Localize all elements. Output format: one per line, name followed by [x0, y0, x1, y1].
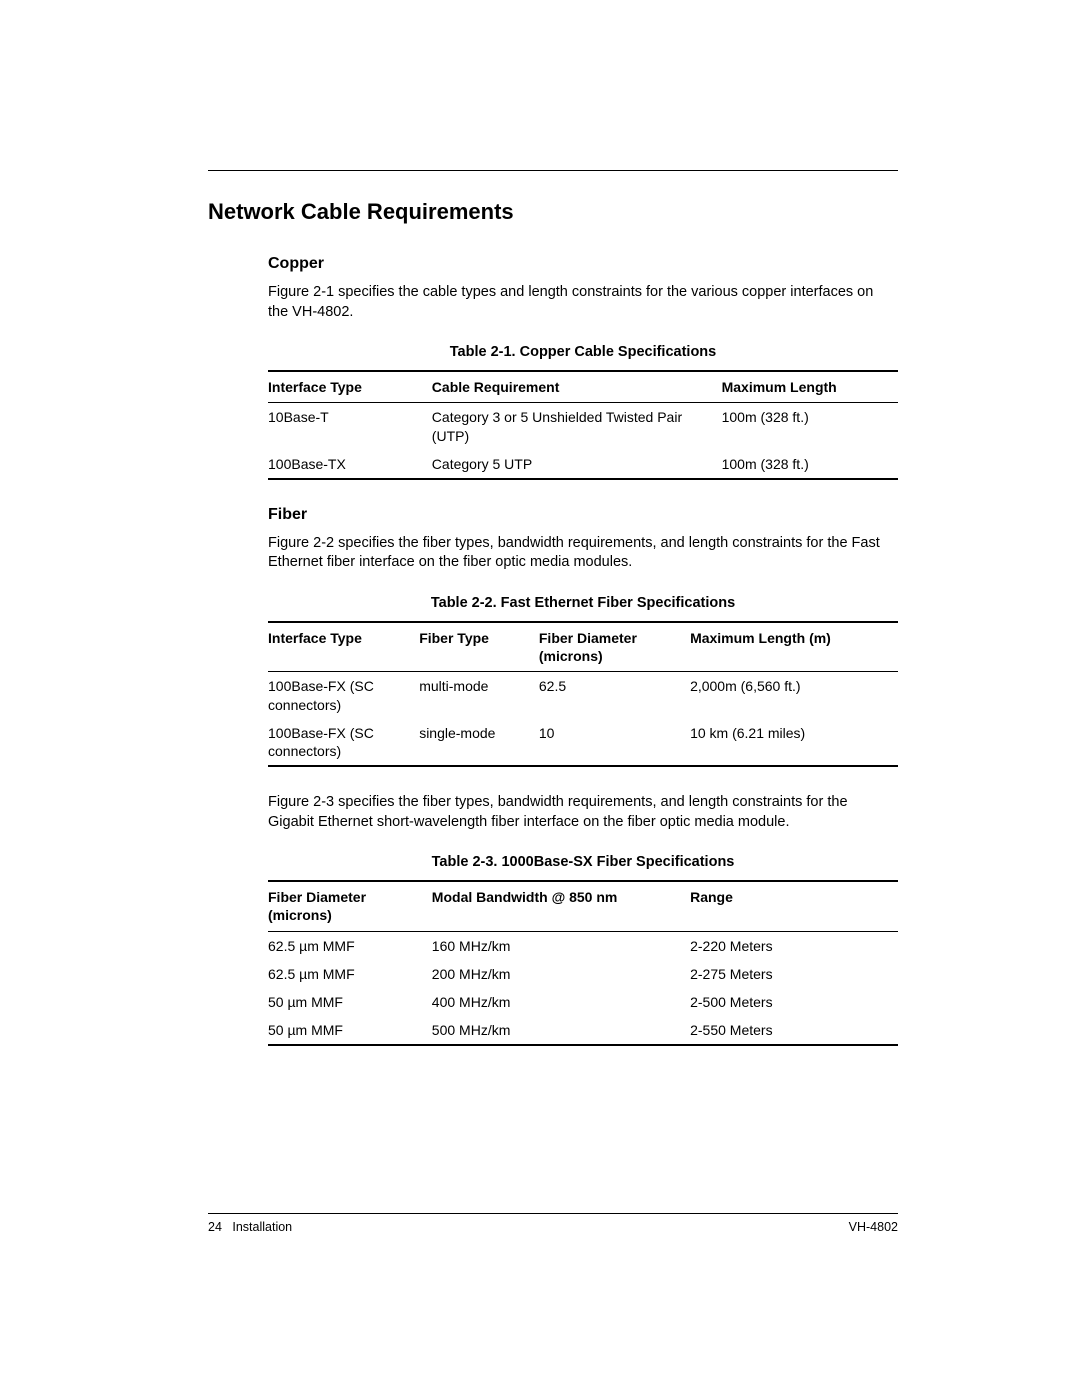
copper-table-caption: Table 2-1. Copper Cable Specifications	[268, 344, 898, 360]
table-cell: 62.5	[539, 672, 690, 719]
1000base-sx-table: Fiber Diameter (microns)Modal Bandwidth …	[268, 880, 898, 1046]
table-cell: 2-220 Meters	[690, 931, 898, 960]
table-row: 100Base-FX (SC connectors)multi-mode62.5…	[268, 672, 898, 719]
table-cell: Category 3 or 5 Unshielded Twisted Pair …	[432, 403, 722, 450]
table-header: Maximum Length (m)	[690, 622, 898, 672]
footer-page-number: 24	[208, 1220, 222, 1234]
table-cell: 50 µm MMF	[268, 1016, 432, 1045]
table-cell: 100Base-TX	[268, 450, 432, 479]
table-row: 100Base-TXCategory 5 UTP100m (328 ft.)	[268, 450, 898, 479]
fiber-paragraph-2: Figure 2-3 specifies the fiber types, ba…	[268, 793, 892, 832]
table-header: Cable Requirement	[432, 371, 722, 403]
table-row: 10Base-TCategory 3 or 5 Unshielded Twist…	[268, 403, 898, 450]
copper-table: Interface TypeCable RequirementMaximum L…	[268, 370, 898, 480]
page-content: Network Cable Requirements Copper Figure…	[208, 170, 898, 1072]
fiber-table1-caption: Table 2-2. Fast Ethernet Fiber Specifica…	[268, 595, 898, 611]
table-cell: multi-mode	[419, 672, 539, 719]
footer-model: VH-4802	[849, 1220, 898, 1234]
page-footer: 24 Installation VH-4802	[208, 1213, 898, 1234]
table-cell: 62.5 µm MMF	[268, 960, 432, 988]
table-cell: 200 MHz/km	[432, 960, 690, 988]
table-cell: 62.5 µm MMF	[268, 931, 432, 960]
table-row: 100Base-FX (SC connectors)single-mode101…	[268, 719, 898, 766]
page-title: Network Cable Requirements	[208, 199, 898, 225]
table-header: Modal Bandwidth @ 850 nm	[432, 881, 690, 931]
footer-section-name: Installation	[232, 1220, 292, 1234]
top-rule	[208, 170, 898, 171]
table-row: 50 µm MMF500 MHz/km2-550 Meters	[268, 1016, 898, 1045]
table-cell: 400 MHz/km	[432, 988, 690, 1016]
table-cell: 2,000m (6,560 ft.)	[690, 672, 898, 719]
table-cell: 2-500 Meters	[690, 988, 898, 1016]
table-header: Fiber Diameter (microns)	[539, 622, 690, 672]
section-fiber-title: Fiber	[268, 506, 898, 524]
table-row: 62.5 µm MMF200 MHz/km2-275 Meters	[268, 960, 898, 988]
table-cell: 10Base-T	[268, 403, 432, 450]
table-cell: 10	[539, 719, 690, 766]
table-cell: 2-275 Meters	[690, 960, 898, 988]
table-header: Fiber Type	[419, 622, 539, 672]
table-cell: 100Base-FX (SC connectors)	[268, 719, 419, 766]
table-cell: 100m (328 ft.)	[722, 450, 898, 479]
table-cell: 100Base-FX (SC connectors)	[268, 672, 419, 719]
table-cell: 500 MHz/km	[432, 1016, 690, 1045]
table-header: Interface Type	[268, 622, 419, 672]
table-cell: Category 5 UTP	[432, 450, 722, 479]
table-cell: 10 km (6.21 miles)	[690, 719, 898, 766]
copper-paragraph: Figure 2-1 specifies the cable types and…	[268, 283, 892, 322]
table-header: Maximum Length	[722, 371, 898, 403]
table-cell: 2-550 Meters	[690, 1016, 898, 1045]
table-cell: 160 MHz/km	[432, 931, 690, 960]
fast-ethernet-fiber-table: Interface TypeFiber TypeFiber Diameter (…	[268, 621, 898, 767]
table-header: Range	[690, 881, 898, 931]
fiber-table2-caption: Table 2-3. 1000Base-SX Fiber Specificati…	[268, 854, 898, 870]
table-cell: 100m (328 ft.)	[722, 403, 898, 450]
section-copper-title: Copper	[268, 255, 898, 273]
table-cell: single-mode	[419, 719, 539, 766]
table-row: 62.5 µm MMF160 MHz/km2-220 Meters	[268, 931, 898, 960]
table-cell: 50 µm MMF	[268, 988, 432, 1016]
fiber-paragraph-1: Figure 2-2 specifies the fiber types, ba…	[268, 534, 892, 573]
table-header: Interface Type	[268, 371, 432, 403]
table-row: 50 µm MMF400 MHz/km2-500 Meters	[268, 988, 898, 1016]
table-header: Fiber Diameter (microns)	[268, 881, 432, 931]
